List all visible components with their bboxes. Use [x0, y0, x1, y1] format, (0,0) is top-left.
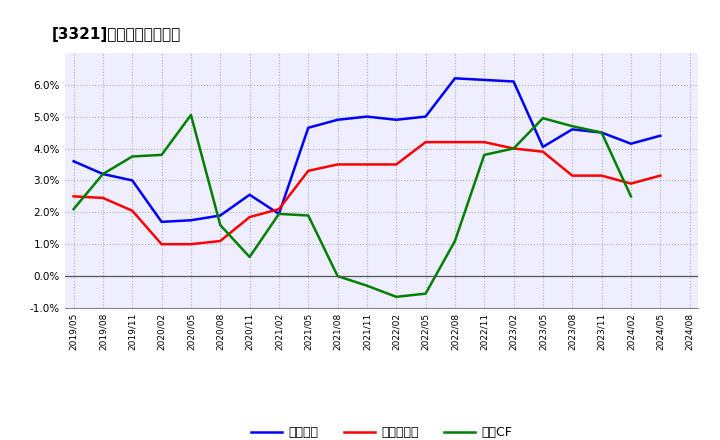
当期純利益 — [451, 139, 459, 145]
営業CF — [216, 222, 225, 228]
営業CF — [304, 213, 312, 218]
経常利益 — [626, 141, 635, 147]
経常利益 — [128, 178, 137, 183]
当期純利益 — [392, 162, 400, 167]
当期純利益 — [509, 146, 518, 151]
経常利益 — [274, 211, 283, 216]
当期純利益 — [274, 206, 283, 212]
営業CF — [568, 124, 577, 129]
経常利益 — [568, 127, 577, 132]
Line: 営業CF: 営業CF — [73, 115, 631, 297]
営業CF — [186, 112, 195, 117]
営業CF — [626, 194, 635, 199]
営業CF — [274, 211, 283, 216]
経常利益 — [363, 114, 372, 119]
経常利益 — [509, 79, 518, 84]
Text: [3321]　マージンの推移: [3321] マージンの推移 — [52, 27, 181, 42]
経常利益 — [539, 144, 547, 150]
営業CF — [421, 291, 430, 296]
営業CF — [69, 206, 78, 212]
経常利益 — [157, 219, 166, 224]
当期純利益 — [128, 208, 137, 213]
経常利益 — [99, 171, 107, 176]
営業CF — [157, 152, 166, 158]
当期純利益 — [421, 139, 430, 145]
経常利益 — [246, 192, 254, 198]
当期純利益 — [216, 238, 225, 244]
営業CF — [333, 273, 342, 279]
営業CF — [246, 254, 254, 260]
営業CF — [99, 171, 107, 176]
経常利益 — [421, 114, 430, 119]
当期純利益 — [598, 173, 606, 178]
経常利益 — [451, 76, 459, 81]
当期純利益 — [157, 242, 166, 247]
営業CF — [363, 283, 372, 288]
経常利益 — [656, 133, 665, 138]
営業CF — [598, 130, 606, 135]
経常利益 — [304, 125, 312, 130]
当期純利益 — [186, 242, 195, 247]
経常利益 — [69, 159, 78, 164]
営業CF — [509, 146, 518, 151]
当期純利益 — [246, 214, 254, 220]
経常利益 — [216, 213, 225, 218]
当期純利益 — [333, 162, 342, 167]
当期純利益 — [69, 194, 78, 199]
営業CF — [539, 116, 547, 121]
営業CF — [128, 154, 137, 159]
営業CF — [392, 294, 400, 300]
当期純利益 — [539, 149, 547, 154]
当期純利益 — [363, 162, 372, 167]
当期純利益 — [480, 139, 489, 145]
経常利益 — [186, 218, 195, 223]
当期純利益 — [99, 195, 107, 201]
Line: 当期純利益: 当期純利益 — [73, 142, 660, 244]
経常利益 — [598, 130, 606, 135]
経常利益 — [392, 117, 400, 122]
当期純利益 — [626, 181, 635, 186]
Line: 経常利益: 経常利益 — [73, 78, 660, 222]
営業CF — [480, 152, 489, 158]
当期純利益 — [656, 173, 665, 178]
当期純利益 — [304, 168, 312, 173]
Legend: 経常利益, 当期純利益, 営業CF: 経常利益, 当期純利益, 営業CF — [246, 422, 517, 440]
当期純利益 — [568, 173, 577, 178]
経常利益 — [480, 77, 489, 83]
経常利益 — [333, 117, 342, 122]
営業CF — [451, 238, 459, 244]
